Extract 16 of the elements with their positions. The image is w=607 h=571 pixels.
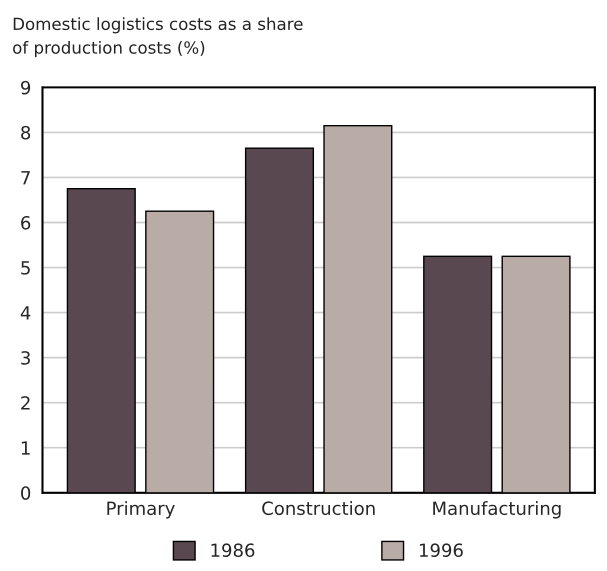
y-tick-label: 7: [21, 171, 30, 184]
y-tick-label: 9: [21, 80, 30, 94]
y-tick-label: 0: [21, 486, 30, 500]
x-tick-label: Construction: [262, 501, 375, 516]
x-tick-label: Primary: [107, 501, 175, 519]
y-tick-label: 6: [21, 216, 30, 230]
y-tick-label: 5: [21, 261, 30, 275]
legend-label: 1996: [420, 543, 463, 558]
y-tick-label: 2: [21, 396, 30, 410]
y-tick-label: 3: [21, 351, 30, 365]
y-tick-label: 1: [22, 441, 30, 455]
legend-label: 1986: [212, 543, 254, 558]
x-tick-label: Manufacturing: [433, 501, 561, 519]
y-tick-label: 8: [21, 126, 30, 140]
y-tick-label: 4: [20, 306, 30, 320]
chart-title: Domestic logistics costs as a share of production costs (%): [13, 17, 303, 58]
